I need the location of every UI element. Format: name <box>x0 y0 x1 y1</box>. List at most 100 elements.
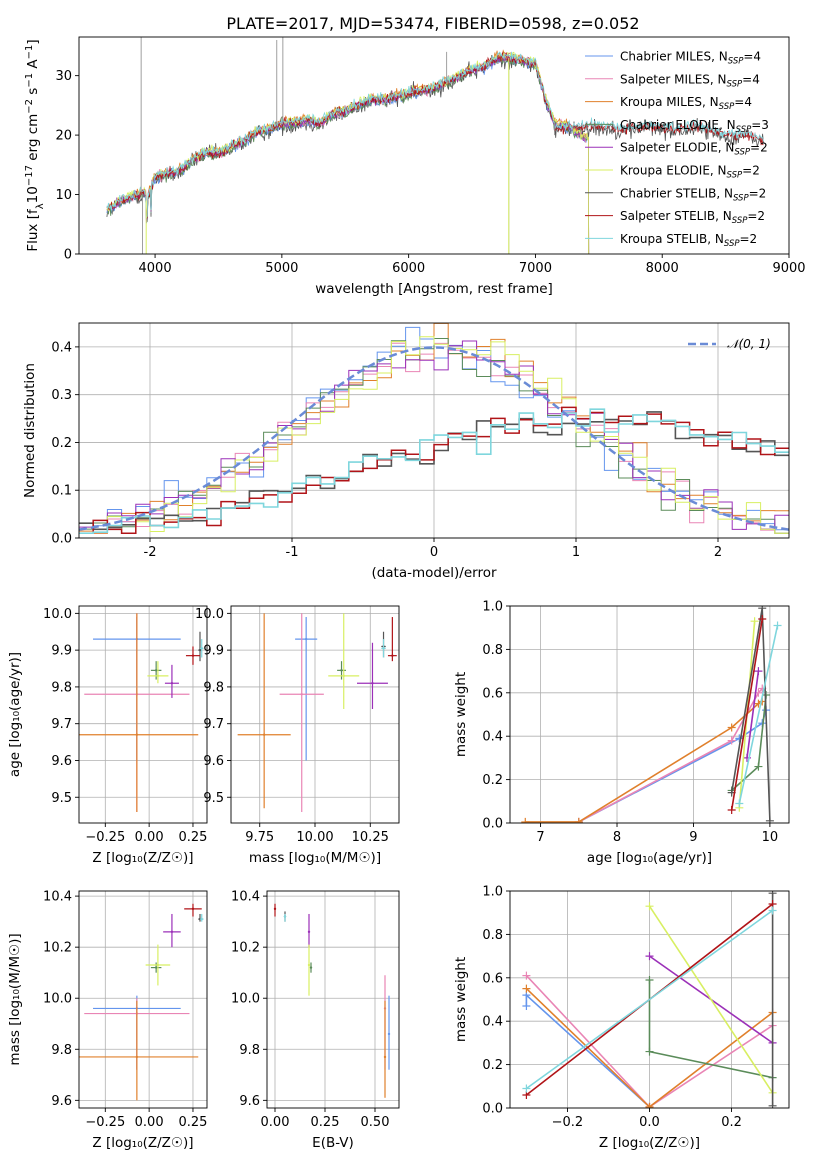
y-label-part: erg cm <box>25 114 41 165</box>
y-tick-label: 9.9 <box>203 644 224 659</box>
data-point <box>307 930 311 934</box>
axes-ebv-mass: 0.00 0.25 0.50 9.6 9.8 10.0 10.2 10.4 E(B-V) <box>231 890 400 1151</box>
spectrum-line <box>106 49 590 254</box>
y-tick-label: 0.2 <box>482 773 503 788</box>
data-point <box>383 1055 387 1059</box>
x-tick-label: 8 <box>613 830 621 845</box>
legend-text: Salpeter STELIB, N <box>620 209 732 223</box>
y-label-part: 10 <box>25 186 41 203</box>
data-point <box>135 1055 139 1059</box>
plus-marker <box>522 1084 531 1093</box>
x-tick-label: 0.00 <box>261 1115 290 1130</box>
weight-line <box>578 687 763 823</box>
plus-marker <box>574 817 583 823</box>
histogram-step <box>79 340 789 533</box>
plus-marker <box>735 799 744 808</box>
y-tick-label: 0.6 <box>482 686 503 701</box>
y-label-part: −1 <box>24 45 35 60</box>
data-point <box>371 682 374 685</box>
axes-mass-age: 9.75 10.00 10.25 9.5 9.6 9.7 9.8 9.9 10.0 mass [l… <box>195 605 400 866</box>
weight-line <box>746 670 760 759</box>
x-tick-label: 0.00 <box>135 830 164 845</box>
legend-text: Chabrier MILES, N <box>620 50 728 64</box>
y-tick-label: 0.8 <box>482 643 503 658</box>
data-point <box>304 637 308 641</box>
y-axis-label: mass [log₁₀(M/M☉)] <box>7 933 23 1065</box>
y-label-part: λ <box>35 203 46 209</box>
legend-entry: Kroupa STELIB, NSSP=2 <box>620 232 757 249</box>
spectrum-line <box>106 51 590 254</box>
y-tick-label: 0.0 <box>51 532 72 547</box>
y-axis-label: age [log₁₀(age/yr)] <box>7 652 23 777</box>
data-point <box>300 693 303 696</box>
y-tick-label: 0.4 <box>51 340 72 355</box>
x-tick-label: 10.25 <box>352 830 389 845</box>
legend-text: Salpeter MILES, N <box>620 72 727 86</box>
y-tick-label: 20 <box>55 129 72 144</box>
y-label-part: Flux [f <box>25 208 41 252</box>
weight-line <box>525 700 763 823</box>
plot-area-spectrum <box>106 37 764 254</box>
data-point <box>382 647 385 650</box>
plot-area-z-weight <box>522 891 777 1108</box>
x-tick-label: 0.00 <box>135 1115 164 1130</box>
histogram-step <box>79 336 789 534</box>
weight-line <box>648 980 773 1079</box>
y-tick-label: 9.5 <box>51 791 72 806</box>
y-label-part: −1 <box>24 73 35 88</box>
data-point <box>391 654 394 657</box>
plus-marker <box>645 1047 654 1056</box>
legend-subscript: SSP <box>724 239 740 249</box>
legend-subscript: SSP <box>734 148 750 158</box>
legend-value: =4 <box>734 95 752 109</box>
legend-value: =2 <box>742 164 760 178</box>
y-label-part: −2 <box>24 99 35 114</box>
x-tick-label: −0.25 <box>85 830 125 845</box>
y-tick-label: 9.9 <box>51 644 72 659</box>
legend-subscript: SSP <box>732 216 748 226</box>
x-tick-label: 1 <box>572 545 580 560</box>
y-tick-label: 9.6 <box>239 1094 260 1109</box>
weight-line <box>648 905 774 1094</box>
axes-z-age: −0.25 0.00 0.25 9.5 9.6 9.7 9.8 9.9 10.0 Z [log₁₀… <box>7 605 208 866</box>
legend-subscript: SSP <box>719 102 735 112</box>
legend-value: =2 <box>740 232 758 246</box>
data-point <box>154 669 158 672</box>
y-tick-label: 9.6 <box>203 754 224 769</box>
weight-line <box>738 625 779 804</box>
data-point <box>170 682 174 685</box>
y-tick-label: 9.8 <box>51 1043 72 1058</box>
legend-value: =2 <box>749 186 767 200</box>
spectrum-line <box>106 51 764 219</box>
plus-marker <box>522 971 531 980</box>
spectrum-line <box>106 55 590 254</box>
y-tick-label: 0.6 <box>482 971 503 986</box>
x-tick-label: 9.75 <box>245 830 274 845</box>
spectrum-line <box>106 54 590 254</box>
y-tick-label: 0 <box>64 248 72 263</box>
y-tick-label: 0.0 <box>482 817 503 832</box>
y-tick-label: 0.8 <box>482 928 503 943</box>
x-tick-label: 0.25 <box>311 1115 340 1130</box>
legend-value: =2 <box>747 209 765 223</box>
y-axis-label: mass weight <box>453 957 469 1042</box>
y-tick-label: 9.6 <box>51 1094 72 1109</box>
x-tick-label: -2 <box>144 545 157 560</box>
x-axis-label: age [log₁₀(age/yr)] <box>587 850 712 866</box>
x-axis-label: E(B-V) <box>312 1135 354 1151</box>
y-label-part: −17 <box>24 165 35 186</box>
data-point <box>198 648 202 652</box>
plus-marker <box>727 736 736 745</box>
x-tick-label: −0.2 <box>552 1115 584 1130</box>
plus-marker <box>765 816 774 823</box>
data-point <box>273 907 277 911</box>
y-tick-label: 0.4 <box>482 1015 503 1030</box>
plus-marker <box>727 723 736 732</box>
data-point <box>262 733 266 736</box>
plus-marker <box>645 1102 654 1108</box>
legend-value: =4 <box>743 50 761 64</box>
y-tick-label: 10.4 <box>231 890 260 905</box>
y-tick-label: 0.0 <box>482 1102 503 1117</box>
plot-area-age-weight <box>521 606 782 823</box>
